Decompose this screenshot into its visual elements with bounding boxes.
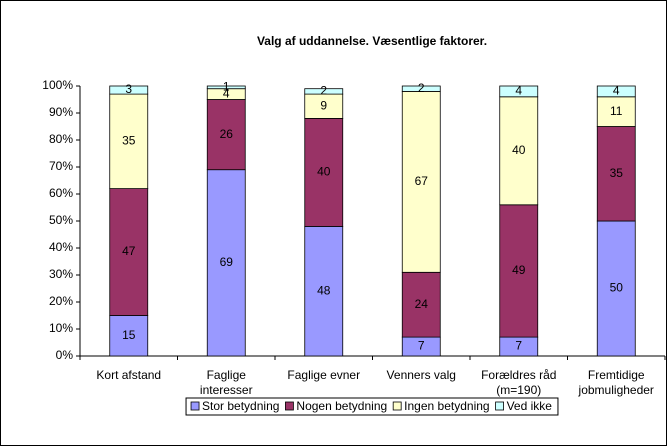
data-label: 11: [610, 104, 623, 118]
data-label: 24: [415, 297, 429, 311]
bar-segment: [109, 188, 149, 316]
x-tick-label: Forældres råd (m=190): [481, 368, 556, 397]
data-label: 49: [512, 263, 526, 277]
data-label: 2: [320, 84, 327, 98]
legend-label: Ved ikke: [507, 399, 553, 413]
data-label: 7: [418, 339, 425, 353]
bar-segment: [401, 91, 441, 273]
data-label: 4: [515, 84, 522, 98]
legend-swatch: [495, 401, 504, 411]
y-tick-label: 20%: [49, 294, 73, 308]
data-label: 4: [613, 84, 620, 98]
data-label: 2: [418, 81, 425, 95]
chart-title: Valg af uddannelse. Væsentlige faktorer.: [257, 34, 487, 48]
bar-segment: [206, 99, 246, 171]
x-tick-label: Venners valg: [387, 368, 456, 382]
data-label: 69: [220, 255, 234, 269]
data-label: 3: [125, 82, 132, 96]
bar-segment: [596, 85, 636, 98]
y-tick-label: 0%: [56, 348, 74, 362]
bar-segment: [304, 88, 344, 95]
legend-swatch: [190, 401, 200, 411]
y-tick-label: 70%: [49, 159, 73, 173]
data-label: 40: [512, 143, 526, 157]
data-label: 1: [223, 80, 230, 94]
data-label: 67: [415, 174, 429, 188]
data-label: 4: [223, 86, 230, 100]
data-label: 26: [220, 127, 234, 141]
data-label: 7: [515, 339, 522, 353]
legend-swatch: [285, 401, 294, 411]
data-label: 9: [320, 98, 327, 112]
legend-box: [185, 397, 559, 416]
bar-segment: [304, 225, 344, 357]
y-tick-label: 30%: [49, 267, 73, 281]
x-tick-label: Faglige interesser: [200, 368, 253, 397]
data-label: 40: [317, 165, 331, 179]
legend-label: Stor betydning: [202, 399, 279, 413]
bar-segment: [109, 315, 149, 357]
x-tick-label: Fremtidige jobmuligheder: [578, 368, 654, 397]
bar-segment: [499, 85, 539, 98]
bar-segment: [206, 85, 246, 90]
data-label: 50: [610, 281, 624, 295]
legend-label: Nogen betydning: [296, 399, 387, 413]
data-label: 47: [122, 244, 136, 258]
data-label: 35: [610, 166, 624, 180]
y-tick-label: 40%: [49, 240, 73, 254]
bar-segment: [304, 118, 344, 227]
y-tick-label: 100%: [42, 78, 73, 92]
legend-label: Ingen betydning: [404, 399, 489, 413]
y-tick-label: 80%: [49, 132, 73, 146]
data-label: 48: [317, 283, 331, 297]
y-tick-label: 50%: [49, 213, 73, 227]
y-tick-label: 10%: [49, 321, 73, 335]
y-tick-label: 60%: [49, 186, 73, 200]
bar-segment: [596, 220, 636, 357]
bar-segment: [304, 93, 344, 119]
x-tick-label: Faglige evner: [287, 368, 360, 382]
y-tick-label: 90%: [49, 105, 73, 119]
x-tick-label: Kort afstand: [96, 368, 161, 382]
legend-swatch: [392, 401, 402, 411]
bar-segment: [401, 271, 441, 338]
bar-segment: [109, 93, 149, 189]
data-label: 35: [122, 134, 136, 148]
data-label: 15: [122, 328, 136, 342]
bar-segment: [401, 85, 441, 92]
bar-segment: [109, 85, 149, 95]
bar-segment: [596, 96, 636, 127]
